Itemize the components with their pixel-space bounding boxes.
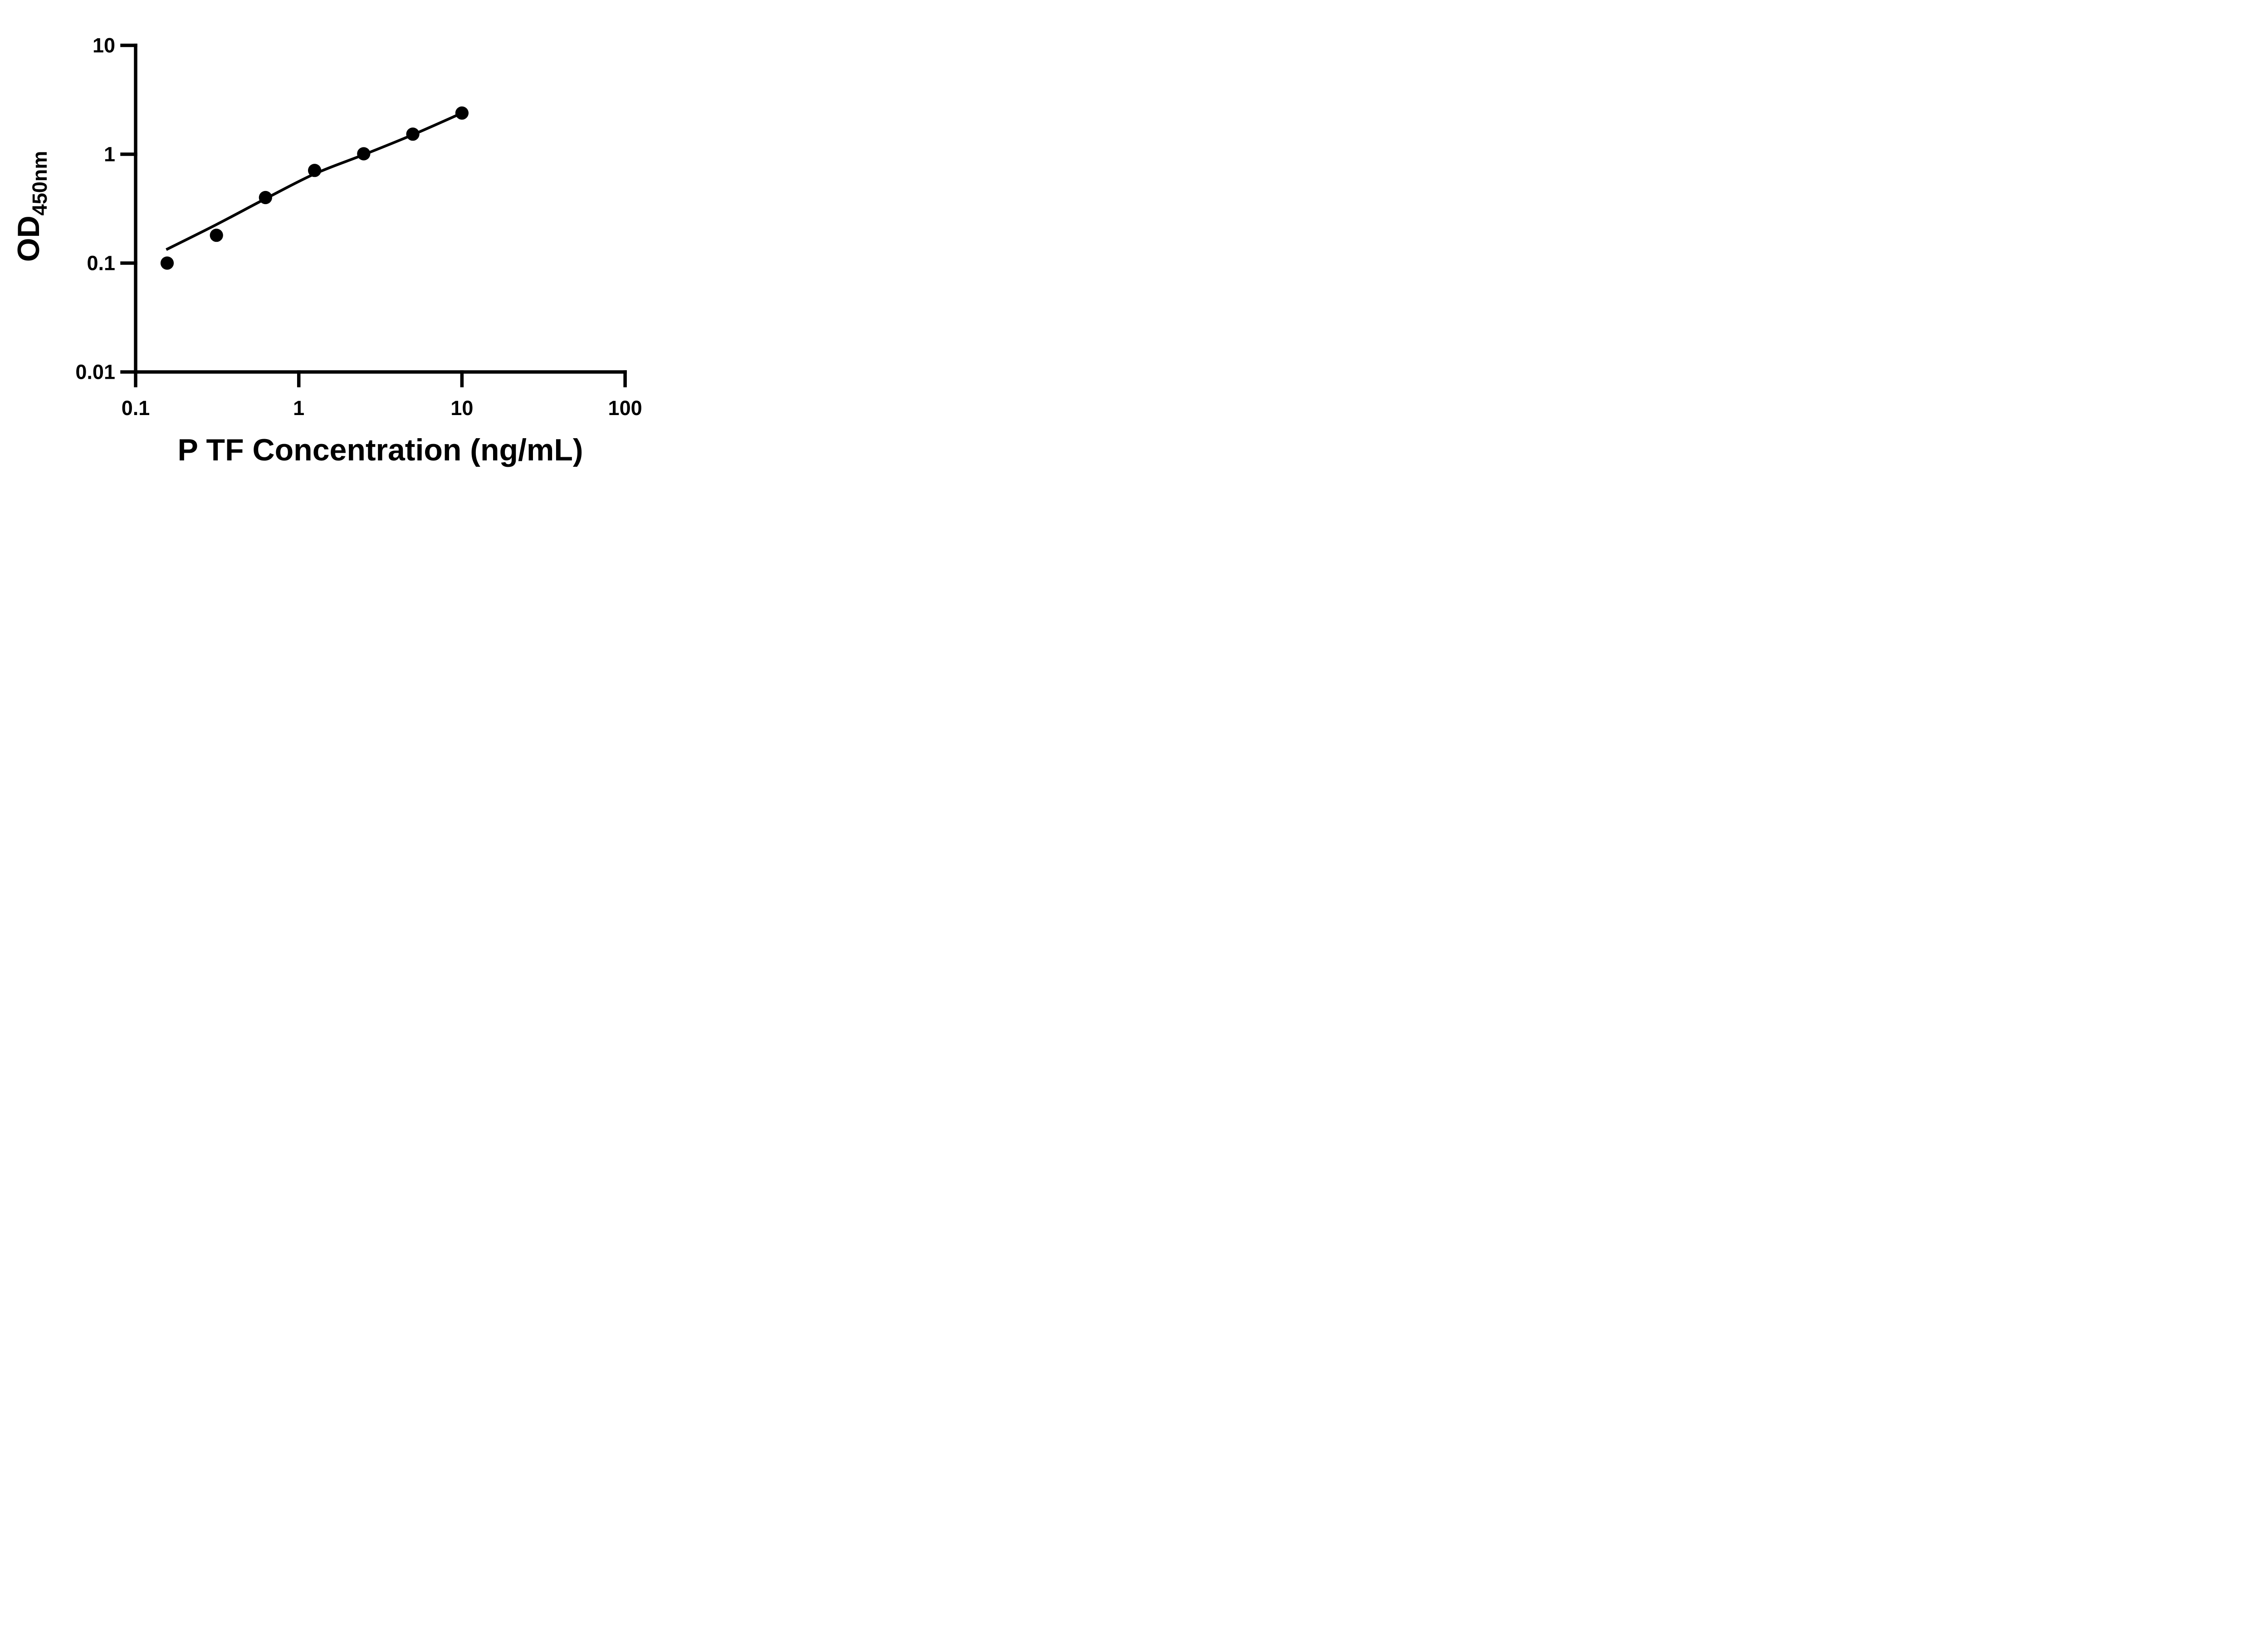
data-point <box>406 127 420 141</box>
x-tick-label: 1 <box>293 396 304 420</box>
y-tick-label: 10 <box>93 34 115 57</box>
x-tick-label: 100 <box>608 396 642 420</box>
y-tick-label: 1 <box>104 143 115 166</box>
y-tick-label: 0.1 <box>87 252 115 275</box>
elisa-standard-curve-figure: 0.01 0.1 1 10 0.1 1 10 100 P TF Concentration (n… <box>0 0 699 490</box>
data-point <box>259 191 272 205</box>
data-point <box>455 106 469 120</box>
x-tick-label: 0.1 <box>122 396 150 420</box>
x-tick-label: 10 <box>450 396 473 420</box>
data-point <box>357 147 371 161</box>
chart-canvas: 0.01 0.1 1 10 0.1 1 10 100 P TF Concentration (n… <box>11 34 642 468</box>
data-point <box>210 229 223 242</box>
data-point <box>308 164 322 177</box>
y-tick-label: 0.01 <box>75 361 115 384</box>
y-axis-title: OD450nm <box>11 151 51 262</box>
x-axis-title: P TF Concentration (ng/mL) <box>178 433 583 467</box>
data-point <box>160 256 174 270</box>
